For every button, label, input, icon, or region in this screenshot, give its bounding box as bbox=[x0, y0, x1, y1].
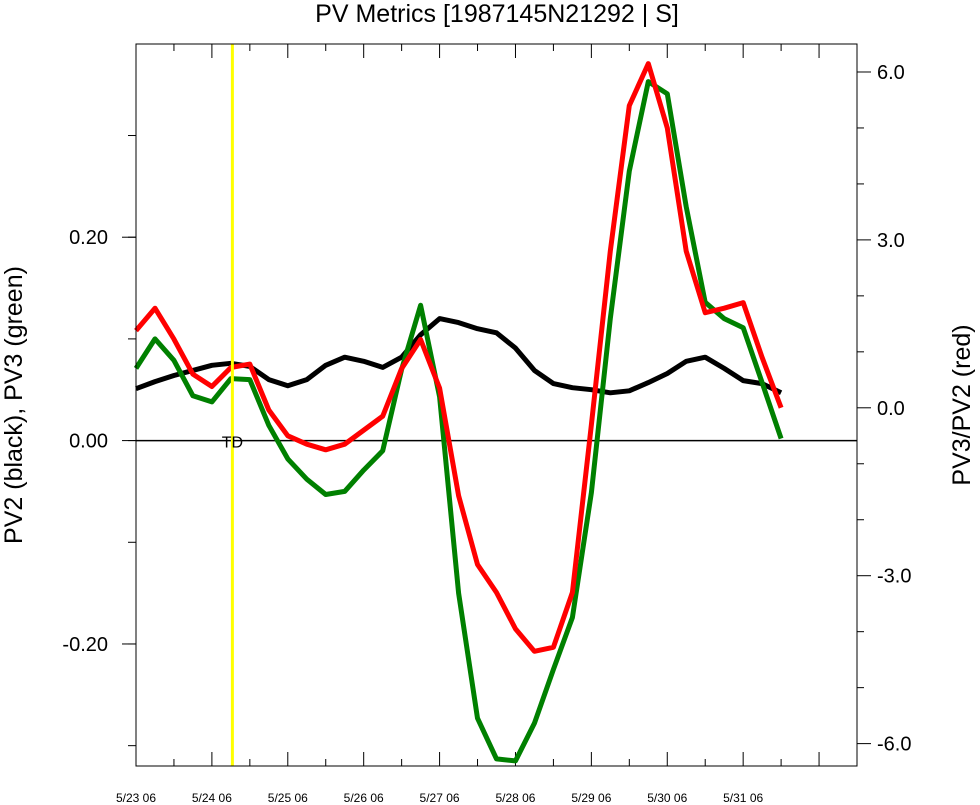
x-tick-label: 5/30 06 bbox=[647, 791, 687, 805]
y-right-tick-label: 6.0 bbox=[877, 62, 905, 84]
y-left-tick-label: -0.20 bbox=[62, 634, 108, 656]
y-right-tick-label: -3.0 bbox=[877, 566, 911, 588]
x-tick-label: 5/31 06 bbox=[723, 791, 763, 805]
pv3-series-line bbox=[133, 79, 784, 764]
y-right-tick-label: 3.0 bbox=[877, 230, 905, 252]
plot-area: 5/23 06 5/24 06 5/25 06 5/26 06 5/27 06 5/28 … bbox=[62, 44, 911, 805]
y-left-tick-label: 0.20 bbox=[69, 227, 108, 249]
x-tick-label: 5/29 06 bbox=[571, 791, 611, 805]
plot-frame bbox=[135, 43, 858, 767]
pv3-pv2-ratio-series-line bbox=[134, 61, 784, 654]
x-tick-label: 5/26 06 bbox=[344, 791, 384, 805]
x-tick-label: 5/23 06 bbox=[116, 791, 156, 805]
x-tick-label: 5/24 06 bbox=[192, 791, 232, 805]
x-tick-label: 5/27 06 bbox=[420, 791, 460, 805]
y-right-tick-label: -6.0 bbox=[877, 734, 911, 756]
td-marker-label: TD bbox=[222, 435, 243, 452]
y-left-tick-label: 0.00 bbox=[69, 431, 108, 453]
y-axis-right-label: PV3/PV2 (red) bbox=[948, 324, 976, 485]
x-tick-label: 5/28 06 bbox=[495, 791, 535, 805]
x-tick-label: 5/25 06 bbox=[268, 791, 308, 805]
y-right-tick-label: 0.0 bbox=[877, 398, 905, 420]
chart-title: PV Metrics [1987145N21292 | S] bbox=[315, 0, 679, 28]
y-axis-left-label: PV2 (black), PV3 (green) bbox=[0, 266, 28, 544]
